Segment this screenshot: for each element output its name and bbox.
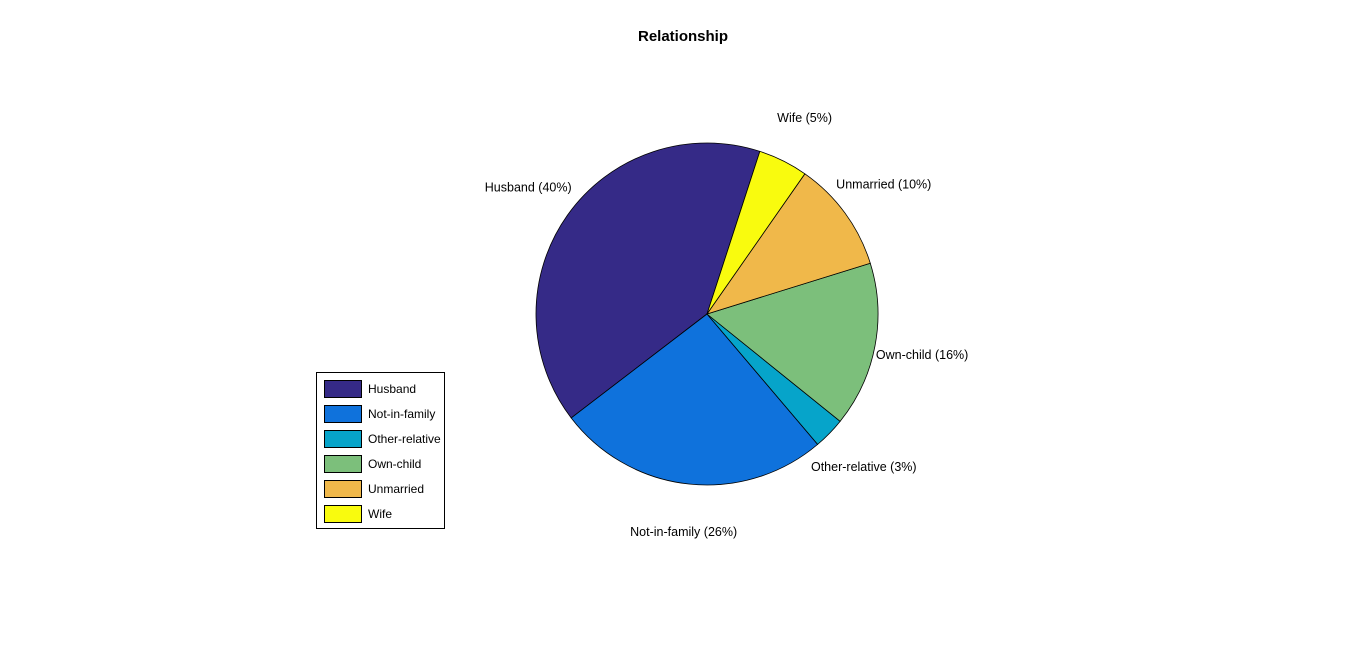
legend-item: Husband xyxy=(324,379,416,399)
legend-item: Unmarried xyxy=(324,479,424,499)
slice-label-unmarried: Unmarried (10%) xyxy=(836,178,931,192)
pie-slice-own-child xyxy=(706,262,879,422)
legend-label: Unmarried xyxy=(368,482,425,496)
legend-label: Husband xyxy=(368,382,417,396)
legend-item: Own-child xyxy=(324,454,421,474)
slice-label-not-in-family: Not-in-family (26%) xyxy=(630,525,737,539)
legend-swatch xyxy=(324,455,362,473)
legend-item: Wife xyxy=(324,504,392,524)
legend-swatch xyxy=(324,480,362,498)
legend-swatch xyxy=(324,380,362,398)
legend-item: Other-relative xyxy=(324,429,441,449)
slice-label-own-child: Own-child (16%) xyxy=(876,348,968,362)
legend-swatch xyxy=(324,430,362,448)
chart-title: Relationship xyxy=(637,28,728,45)
slice-label-wife: Wife (5%) xyxy=(777,111,832,125)
legend-item: Not-in-family xyxy=(324,404,435,424)
legend-swatch xyxy=(324,505,362,523)
legend: Husband Not-in-family Other-relative Own-ch… xyxy=(316,372,445,529)
pie-slice-unmarried xyxy=(706,173,871,315)
pie-slice-husband xyxy=(535,142,761,419)
legend-swatch xyxy=(324,405,362,423)
legend-label: Own-child xyxy=(368,457,422,471)
pie-slice-wife xyxy=(706,150,806,315)
slice-label-other-relative: Other-relative (3%) xyxy=(811,460,917,474)
slice-label-husband: Husband (40%) xyxy=(485,181,572,195)
pie-slice-not-in-family xyxy=(570,313,819,486)
legend-label: Other-relative xyxy=(368,432,441,446)
legend-label: Wife xyxy=(368,507,392,521)
legend-label: Not-in-family xyxy=(368,407,436,421)
